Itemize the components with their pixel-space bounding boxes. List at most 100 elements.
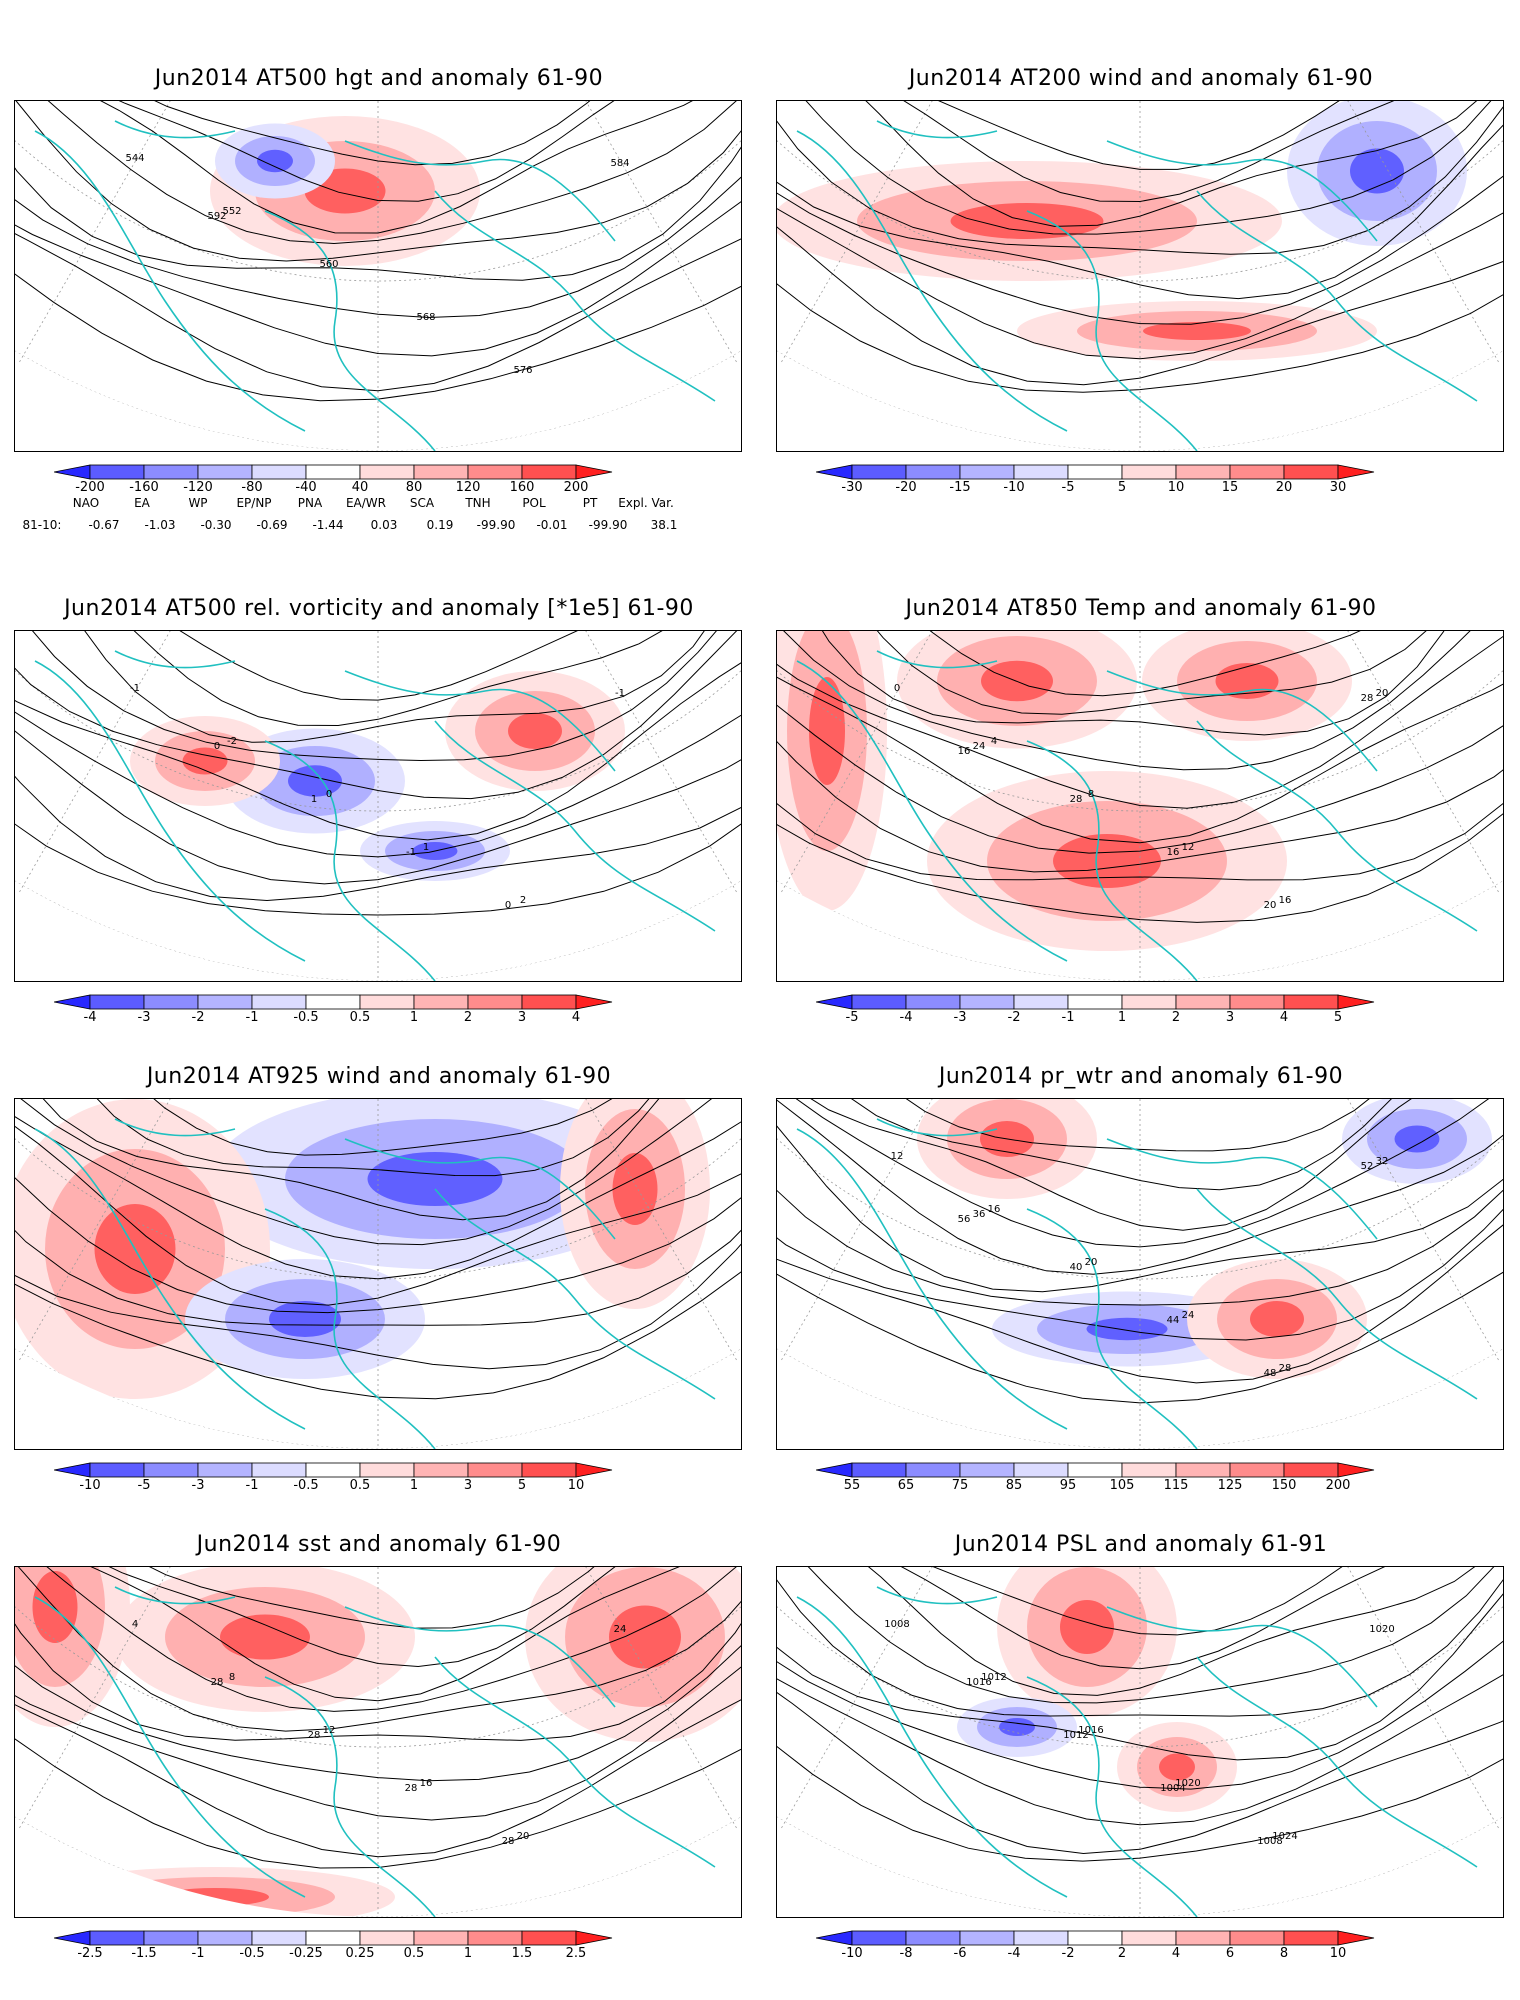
colorbar-tick-label: -1 bbox=[245, 1010, 259, 1025]
colorbar-tick-label: 120 bbox=[455, 480, 481, 495]
colorbar-swatch bbox=[1283, 464, 1339, 480]
meridian-line bbox=[17, 101, 171, 365]
contour-line bbox=[777, 1189, 1503, 1306]
contour-line bbox=[96, 1099, 650, 1177]
contour-line bbox=[84, 631, 705, 743]
contour-label: 56 bbox=[958, 1214, 971, 1225]
colorbar-tick-label: 4 bbox=[571, 1010, 581, 1025]
teleconnection-value: 0.19 bbox=[426, 518, 454, 532]
colorbar-tick-label: -15 bbox=[949, 480, 971, 495]
teleconnection-value: -0.69 bbox=[256, 518, 288, 532]
contour-label: 0 bbox=[326, 789, 332, 800]
contour-label: -1 bbox=[406, 847, 416, 858]
colorbar-tick-label: 40 bbox=[351, 480, 369, 495]
colorbar bbox=[816, 464, 1375, 480]
colorbar-arrow-left bbox=[54, 1930, 91, 1946]
contour-line bbox=[810, 1099, 1412, 1231]
anomaly-shading bbox=[1250, 1301, 1304, 1337]
teleconnection-header: EA/WR bbox=[345, 496, 387, 510]
colorbar-tick-label: -2 bbox=[191, 1010, 205, 1025]
colorbar-swatch bbox=[197, 1462, 253, 1478]
panel-title: Jun2014 AT500 rel. vorticity and anomaly… bbox=[64, 596, 694, 621]
hemisphere-mask bbox=[15, 631, 741, 981]
contour-label: 16 bbox=[420, 1778, 433, 1789]
contour-line bbox=[118, 101, 615, 202]
contour-line bbox=[777, 813, 1503, 923]
colorbar-tick-label: 105 bbox=[1109, 1478, 1135, 1493]
coastline bbox=[1106, 1606, 1378, 1708]
colorbar-tick-label: -0.5 bbox=[239, 1946, 265, 1961]
colorbar-tick-label: 150 bbox=[1271, 1478, 1297, 1493]
colorbar-swatch bbox=[521, 464, 577, 480]
coastline bbox=[434, 190, 716, 402]
coastline bbox=[114, 650, 236, 669]
map-wind200 bbox=[776, 100, 1504, 452]
contour-line bbox=[821, 631, 1445, 736]
meridian-line bbox=[17, 1567, 171, 1831]
contour-line bbox=[17, 1567, 741, 1732]
coastline bbox=[264, 1676, 436, 1917]
coastline bbox=[1026, 740, 1198, 981]
contour-label: 2 bbox=[520, 895, 526, 906]
coastline bbox=[114, 1118, 236, 1137]
colorbar-tick-label: 30 bbox=[1329, 480, 1347, 495]
colorbar-swatch bbox=[143, 994, 199, 1010]
colorbar-labels: -4 -3 -2 -1 -0.5 0.5 1 2 3 4 bbox=[54, 1010, 694, 1028]
contour-label: 552 bbox=[222, 206, 241, 217]
colorbar-tick-label: 0.25 bbox=[345, 1946, 375, 1961]
colorbar-swatch bbox=[89, 1462, 145, 1478]
coastline bbox=[1106, 140, 1378, 242]
colorbar-tick-label: -2.5 bbox=[77, 1946, 103, 1961]
contour-label: -1 bbox=[130, 683, 140, 694]
colorbar-swatch bbox=[1013, 464, 1069, 480]
colorbar-arrow-right bbox=[575, 994, 613, 1010]
anomaly-shading bbox=[1159, 1753, 1195, 1781]
teleconnection-value: -0.01 bbox=[536, 518, 568, 532]
teleconnection-header: EA bbox=[134, 496, 150, 510]
colorbar-swatch bbox=[251, 1930, 307, 1946]
contour-line bbox=[777, 635, 1503, 809]
colorbar-tick-label: 20 bbox=[1275, 480, 1293, 495]
colorbar-tick-label: -1 bbox=[1061, 1010, 1075, 1025]
colorbar-swatch bbox=[359, 1930, 415, 1946]
colorbar-tick-label: 1 bbox=[409, 1478, 419, 1493]
teleconnection-value: -0.30 bbox=[200, 518, 232, 532]
colorbar-swatch bbox=[467, 1930, 523, 1946]
contour-label: 28 bbox=[1361, 693, 1374, 704]
contour-label: 48 bbox=[1264, 1368, 1277, 1379]
colorbar-swatch bbox=[1013, 1930, 1069, 1946]
coastline bbox=[344, 1606, 616, 1708]
coastline bbox=[1196, 190, 1478, 402]
anomaly-shading bbox=[32, 1571, 78, 1643]
contour-label: 16 bbox=[1167, 847, 1180, 858]
colorbar-swatch bbox=[305, 464, 361, 480]
contour-line bbox=[868, 1567, 1476, 1696]
colorbar-swatch bbox=[1283, 1930, 1339, 1946]
contour-line bbox=[783, 631, 1471, 771]
colorbar-tick-label: 5 bbox=[517, 1478, 527, 1493]
contour-line bbox=[179, 631, 578, 701]
contour-label: 28 bbox=[211, 1677, 224, 1688]
hemisphere-mask bbox=[15, 101, 741, 451]
map-wind925 bbox=[14, 1098, 742, 1450]
colorbar-swatch bbox=[305, 1462, 361, 1478]
contour-line bbox=[154, 101, 591, 166]
panel-title: Jun2014 AT925 wind and anomaly 61-90 bbox=[146, 1064, 612, 1089]
colorbar-swatch bbox=[1175, 1930, 1231, 1946]
coastline bbox=[1026, 1208, 1198, 1449]
colorbar-tick-label: 3 bbox=[1225, 1010, 1235, 1025]
colorbar-arrow-right bbox=[1337, 994, 1375, 1010]
colorbar-swatch bbox=[905, 1462, 961, 1478]
contour-label: 44 bbox=[1167, 1315, 1180, 1326]
colorbar-arrow-left bbox=[54, 464, 91, 480]
teleconnection-header: EP/NP bbox=[236, 496, 272, 510]
colorbar-swatch bbox=[89, 994, 145, 1010]
contour-line bbox=[15, 711, 741, 858]
contour-line bbox=[15, 662, 741, 841]
contour-line bbox=[42, 1099, 660, 1221]
contour-line bbox=[15, 631, 738, 800]
panel-title: Jun2014 AT200 wind and anomaly 61-90 bbox=[908, 66, 1374, 91]
contour-line bbox=[777, 802, 1503, 881]
hemisphere-mask bbox=[777, 1099, 1503, 1449]
colorbar-swatch bbox=[251, 1462, 307, 1478]
